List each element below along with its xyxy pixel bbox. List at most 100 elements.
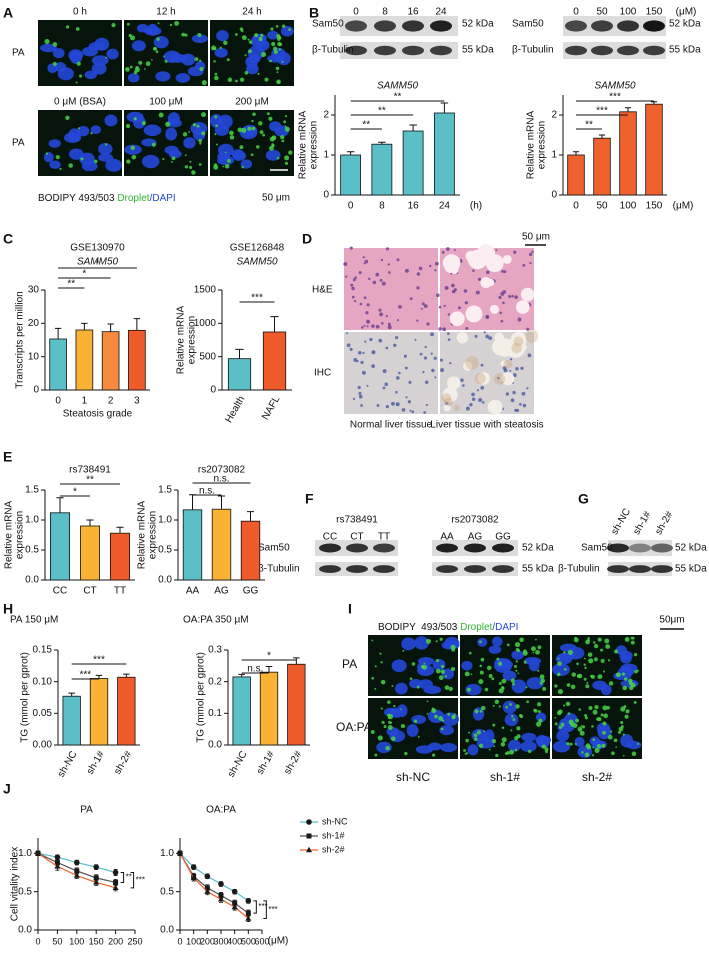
droplet: [247, 38, 250, 41]
y-tick-label: 0.5: [18, 886, 32, 897]
droplet: [239, 27, 244, 31]
cell-nucleus: [354, 276, 358, 280]
bar: [259, 671, 279, 746]
droplet: [129, 65, 133, 69]
label: 100: [620, 7, 637, 18]
histology: [344, 332, 438, 414]
band: [319, 543, 341, 553]
marker: [113, 879, 119, 885]
error-bar: [68, 692, 75, 697]
droplet: [536, 721, 542, 727]
nucleus: [147, 23, 159, 36]
droplet: [213, 47, 217, 51]
droplet: [254, 33, 259, 38]
droplet: [566, 683, 571, 687]
droplet: [468, 651, 472, 655]
legend-marker: [306, 833, 312, 839]
cell-nucleus: [375, 272, 380, 277]
y-tick-label: 10: [28, 351, 40, 362]
droplet: [567, 712, 571, 716]
droplet: [585, 743, 591, 748]
marker: [93, 879, 100, 885]
droplet: [268, 145, 274, 151]
droplet: [403, 725, 406, 728]
droplet: [563, 668, 567, 671]
droplet: [157, 22, 160, 25]
droplet: [169, 23, 173, 27]
y-axis-label: expression: [309, 121, 320, 169]
droplet: [479, 670, 484, 675]
x-tick-label: sh-NC: [56, 749, 80, 779]
label: sh-NC: [396, 770, 430, 784]
droplet: [491, 738, 497, 744]
cell-nucleus: [526, 327, 530, 331]
droplet: [385, 745, 390, 751]
droplet: [387, 724, 393, 730]
droplet: [581, 751, 584, 754]
y-tick-label: 0.0: [158, 575, 172, 586]
marker: [232, 900, 238, 906]
error-bar: [133, 318, 141, 331]
droplet: [171, 156, 176, 161]
cell-nucleus: [486, 270, 490, 275]
nucleus: [153, 36, 169, 49]
cell-nucleus: [465, 327, 469, 330]
droplet: [584, 716, 588, 720]
cell-nucleus: [440, 368, 445, 373]
droplet: [65, 115, 70, 120]
y-tick-label: 0.0: [25, 575, 39, 586]
droplet: [594, 705, 599, 710]
droplet: [605, 644, 611, 649]
band: [651, 565, 673, 573]
droplet: [370, 729, 375, 734]
band: [373, 565, 395, 573]
droplet: [479, 664, 483, 668]
cell-nucleus: [434, 376, 437, 379]
gene-name: SAMM50: [594, 81, 636, 92]
droplet: [229, 130, 234, 136]
droplet: [288, 150, 293, 155]
y-tick-label: 1500: [194, 285, 217, 296]
error-bar: [247, 511, 254, 522]
cell-nucleus: [391, 401, 395, 406]
droplet: [438, 675, 444, 681]
droplet: [623, 677, 628, 681]
label: D: [302, 231, 312, 247]
droplet: [565, 701, 571, 707]
nucleus: [564, 713, 578, 726]
droplet: [201, 112, 206, 118]
droplet: [387, 700, 391, 704]
marker: [204, 888, 211, 894]
x-unit: (μM): [268, 936, 289, 947]
cell-nucleus: [503, 270, 507, 274]
x-tick-label: AG: [214, 586, 229, 597]
marker: [112, 869, 119, 876]
x-tick-label: 1: [82, 396, 88, 407]
cell-nucleus: [531, 250, 534, 254]
y-tick-label: 30: [28, 285, 40, 296]
nucleus: [574, 736, 585, 748]
droplet: [590, 674, 595, 679]
droplet: [498, 705, 501, 708]
bar: [371, 143, 393, 196]
nucleus: [167, 112, 180, 125]
droplet: [215, 143, 218, 146]
y-tick-label: 0.05: [33, 708, 53, 719]
droplet: [523, 649, 527, 653]
nucleus: [79, 152, 95, 166]
cell-nucleus: [360, 404, 363, 407]
label: PA: [12, 48, 25, 59]
stain: [503, 359, 513, 369]
nucleus: [406, 724, 419, 737]
cell-nucleus: [449, 361, 452, 365]
droplet: [631, 636, 635, 640]
x-tick-label: TT: [114, 586, 126, 597]
y-tick-label: 1.0: [160, 848, 174, 859]
droplet: [466, 687, 471, 692]
marker: [218, 881, 224, 887]
significance-label: *: [267, 651, 271, 662]
nucleus: [391, 659, 407, 673]
label: 24: [435, 7, 447, 18]
bar: [619, 111, 637, 196]
